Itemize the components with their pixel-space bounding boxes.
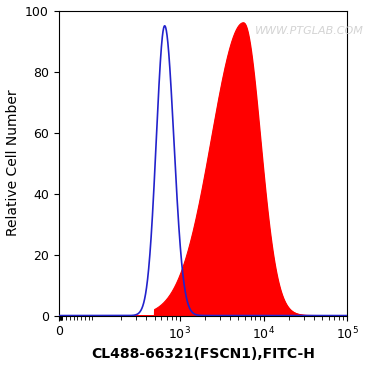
Y-axis label: Relative Cell Number: Relative Cell Number xyxy=(6,90,20,236)
X-axis label: CL488-66321(FSCN1),FITC-H: CL488-66321(FSCN1),FITC-H xyxy=(91,348,315,361)
Text: WWW.PTGLAB.COM: WWW.PTGLAB.COM xyxy=(255,26,364,36)
